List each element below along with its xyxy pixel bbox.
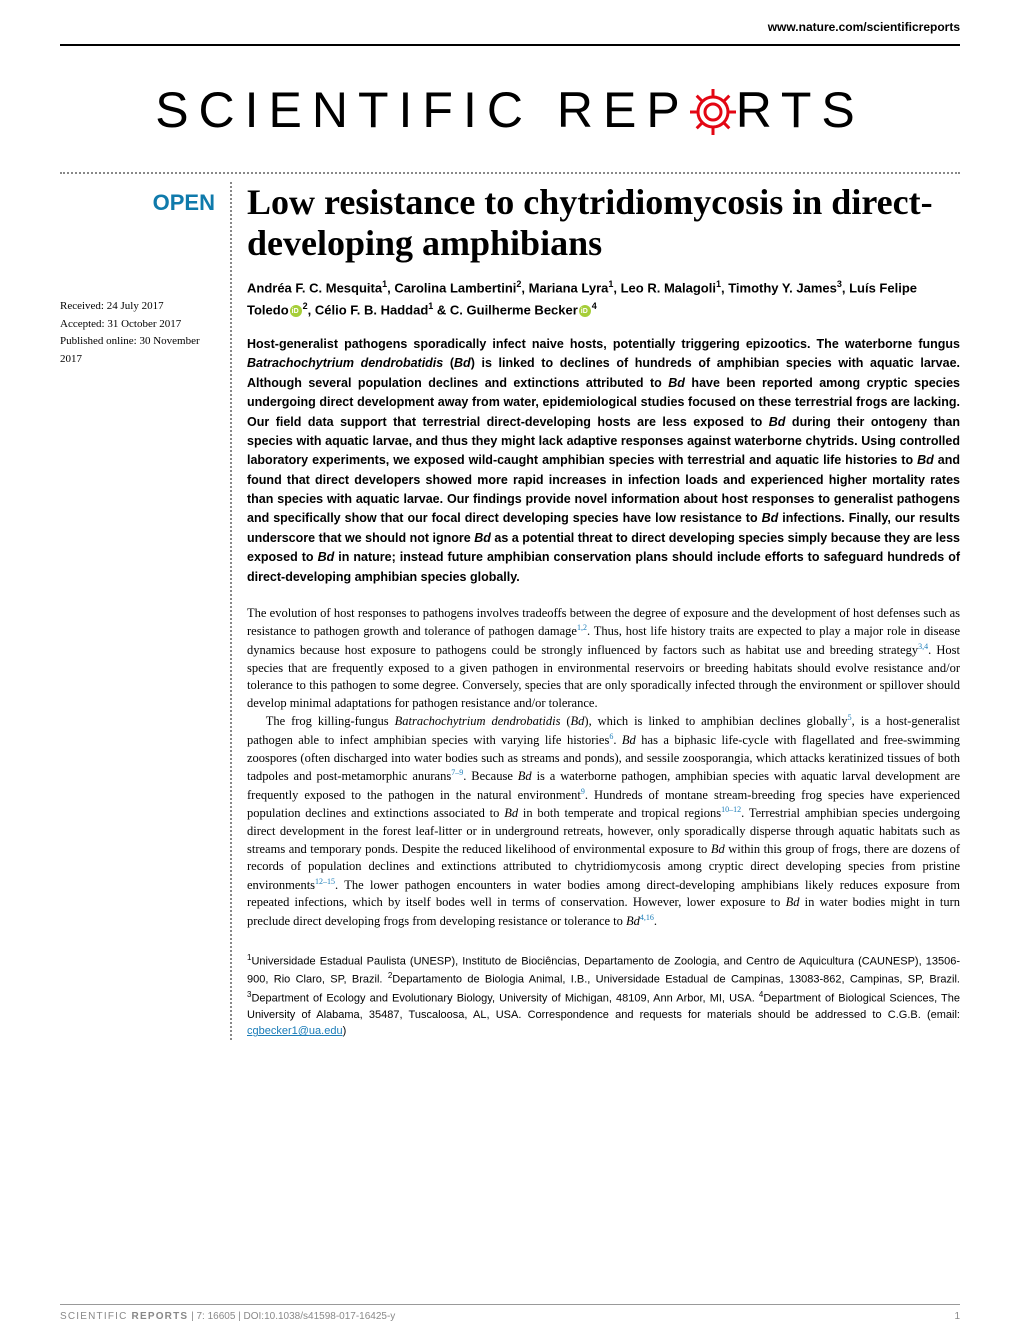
logo-text-3: RTS [736,82,865,138]
gear-icon [690,89,736,147]
logo-text-1: SCIENTIFIC [155,82,557,138]
abstract: Host-generalist pathogens sporadically i… [247,335,960,587]
author-list: Andréa F. C. Mesquita1, Carolina Lambert… [247,277,960,321]
page-number: 1 [954,1311,960,1322]
dotted-divider-top [60,172,960,174]
logo-text-2: REP [557,82,690,138]
body-paragraph-2: The frog killing-fungus Batrachochytrium… [247,712,960,930]
body-text: The evolution of host responses to patho… [247,605,960,930]
footer-journal-prefix: SCIENTIFIC [60,1311,132,1322]
affiliations: 1Universidade Estadual Paulista (UNESP),… [247,952,960,1039]
open-access-badge: OPEN [60,190,215,216]
footer-line: SCIENTIFIC REPORTS | 7: 16605 | DOI:10.1… [60,1311,960,1322]
footer: SCIENTIFIC REPORTS | 7: 16605 | DOI:10.1… [60,1304,960,1322]
article-meta: Received: 24 July 2017 Accepted: 31 Octo… [60,298,215,368]
footer-citation-text: | 7: 16605 | DOI:10.1038/s41598-017-1642… [188,1311,395,1322]
published-date: Published online: 30 November 2017 [60,333,215,368]
footer-journal-bold: REPORTS [132,1311,189,1322]
body-paragraph-1: The evolution of host responses to patho… [247,605,960,712]
article-title: Low resistance to chytridiomycosis in di… [247,182,960,265]
footer-citation: SCIENTIFIC REPORTS | 7: 16605 | DOI:10.1… [60,1311,395,1322]
header-url: www.nature.com/scientificreports [0,0,1020,44]
right-column: Low resistance to chytridiomycosis in di… [230,182,960,1040]
received-date: Received: 24 July 2017 [60,298,215,316]
content-area: OPEN Received: 24 July 2017 Accepted: 31… [0,182,1020,1040]
accepted-date: Accepted: 31 October 2017 [60,316,215,334]
left-column: OPEN Received: 24 July 2017 Accepted: 31… [60,182,215,1040]
journal-logo: SCIENTIFIC REP RTS [0,46,1020,164]
footer-divider [60,1304,960,1305]
